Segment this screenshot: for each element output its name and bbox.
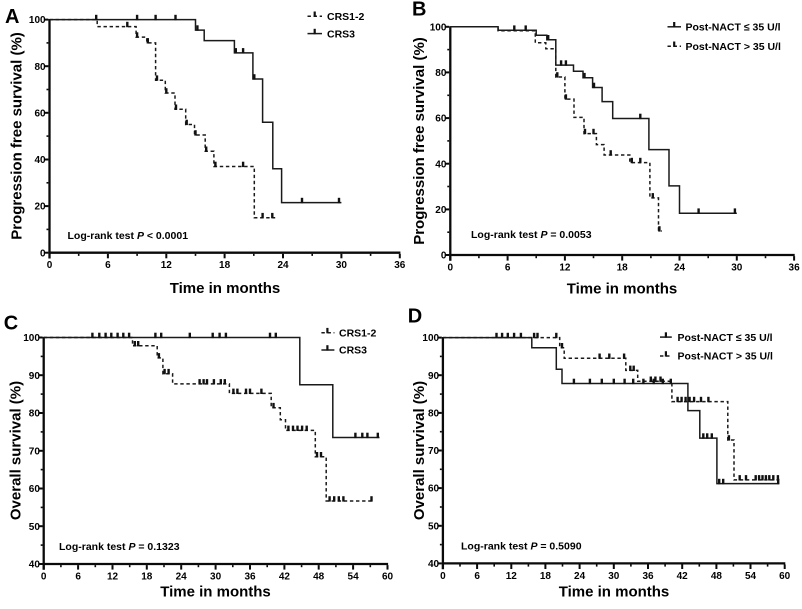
svg-text:60: 60 bbox=[29, 484, 41, 495]
svg-text:12: 12 bbox=[506, 571, 518, 582]
svg-text:50: 50 bbox=[29, 522, 41, 533]
svg-text:100: 100 bbox=[430, 22, 447, 33]
svg-text:0: 0 bbox=[41, 572, 47, 583]
svg-text:CRS1-2: CRS1-2 bbox=[327, 11, 365, 23]
svg-text:Time in months: Time in months bbox=[559, 584, 670, 601]
svg-text:70: 70 bbox=[29, 446, 41, 457]
svg-text:54: 54 bbox=[348, 572, 360, 583]
svg-text:12: 12 bbox=[107, 572, 119, 583]
svg-text:0: 0 bbox=[448, 263, 454, 274]
svg-text:100: 100 bbox=[422, 333, 439, 344]
svg-text:40: 40 bbox=[29, 560, 41, 571]
svg-text:60: 60 bbox=[428, 484, 440, 495]
svg-text:60: 60 bbox=[435, 114, 447, 125]
svg-text:CRS1-2: CRS1-2 bbox=[339, 327, 377, 339]
svg-text:12: 12 bbox=[559, 263, 571, 274]
svg-text:30: 30 bbox=[731, 263, 743, 274]
svg-text:6: 6 bbox=[474, 571, 480, 582]
svg-text:CRS3: CRS3 bbox=[327, 28, 355, 40]
svg-text:36: 36 bbox=[394, 260, 406, 271]
svg-text:70: 70 bbox=[428, 446, 440, 457]
svg-text:60: 60 bbox=[382, 572, 394, 583]
svg-text:6: 6 bbox=[505, 263, 511, 274]
svg-text:100: 100 bbox=[23, 333, 40, 344]
svg-text:Log-rank test P = 0.5090: Log-rank test P = 0.5090 bbox=[461, 541, 582, 553]
svg-text:D: D bbox=[408, 306, 422, 328]
svg-text:24: 24 bbox=[277, 260, 289, 271]
svg-text:18: 18 bbox=[540, 571, 552, 582]
svg-text:Log-rank test P = 0.1323: Log-rank test P = 0.1323 bbox=[59, 541, 180, 553]
svg-text:A: A bbox=[5, 6, 19, 28]
svg-text:80: 80 bbox=[435, 68, 447, 79]
svg-text:60: 60 bbox=[34, 108, 46, 119]
svg-text:0: 0 bbox=[441, 251, 447, 262]
svg-text:Log-rank test P = 0.0053: Log-rank test P = 0.0053 bbox=[471, 229, 592, 241]
svg-text:90: 90 bbox=[428, 371, 440, 382]
svg-text:80: 80 bbox=[34, 62, 46, 73]
svg-text:42: 42 bbox=[279, 572, 291, 583]
svg-text:CRS3: CRS3 bbox=[339, 345, 367, 357]
svg-text:30: 30 bbox=[336, 260, 348, 271]
svg-text:12: 12 bbox=[161, 260, 173, 271]
svg-text:50: 50 bbox=[428, 521, 440, 532]
svg-text:Overall survival (%): Overall survival (%) bbox=[411, 381, 428, 520]
svg-text:36: 36 bbox=[244, 572, 256, 583]
svg-text:100: 100 bbox=[29, 15, 46, 26]
svg-text:0: 0 bbox=[40, 248, 46, 259]
svg-text:C: C bbox=[4, 313, 18, 335]
svg-text:60: 60 bbox=[779, 571, 791, 582]
svg-text:18: 18 bbox=[141, 572, 153, 583]
svg-text:Post-NACT ≤ 35 U/l: Post-NACT ≤ 35 U/l bbox=[686, 22, 781, 34]
svg-text:80: 80 bbox=[428, 409, 440, 420]
svg-text:48: 48 bbox=[711, 571, 723, 582]
svg-text:40: 40 bbox=[428, 559, 440, 570]
svg-text:Time in months: Time in months bbox=[567, 281, 678, 298]
svg-text:Overall survival (%): Overall survival (%) bbox=[8, 381, 25, 520]
svg-text:42: 42 bbox=[677, 571, 689, 582]
svg-text:20: 20 bbox=[435, 205, 447, 216]
svg-text:6: 6 bbox=[75, 572, 81, 583]
svg-text:90: 90 bbox=[29, 371, 41, 382]
svg-text:24: 24 bbox=[176, 572, 188, 583]
svg-text:6: 6 bbox=[105, 260, 111, 271]
svg-text:40: 40 bbox=[34, 155, 46, 166]
svg-text:0: 0 bbox=[47, 260, 53, 271]
svg-text:Progression free survival (%): Progression free survival (%) bbox=[411, 37, 428, 245]
svg-text:20: 20 bbox=[34, 202, 46, 213]
svg-text:Time in months: Time in months bbox=[160, 584, 271, 601]
svg-text:80: 80 bbox=[29, 409, 41, 420]
svg-text:Progression free survival (%): Progression free survival (%) bbox=[8, 32, 25, 240]
svg-text:Post-NACT > 35 U/l: Post-NACT > 35 U/l bbox=[686, 41, 781, 53]
svg-text:24: 24 bbox=[674, 263, 686, 274]
svg-text:B: B bbox=[412, 0, 426, 21]
svg-text:Post-NACT > 35 U/l: Post-NACT > 35 U/l bbox=[678, 351, 773, 363]
svg-text:54: 54 bbox=[745, 571, 757, 582]
svg-text:0: 0 bbox=[440, 571, 446, 582]
svg-text:Time in months: Time in months bbox=[170, 280, 281, 297]
svg-text:48: 48 bbox=[313, 572, 325, 583]
svg-text:36: 36 bbox=[642, 571, 654, 582]
svg-text:36: 36 bbox=[789, 263, 801, 274]
svg-text:Post-NACT ≤ 35 U/l: Post-NACT ≤ 35 U/l bbox=[678, 332, 773, 344]
svg-text:30: 30 bbox=[608, 571, 620, 582]
svg-text:40: 40 bbox=[435, 159, 447, 170]
svg-text:Log-rank test P < 0.0001: Log-rank test P < 0.0001 bbox=[68, 230, 189, 242]
svg-text:24: 24 bbox=[574, 571, 586, 582]
svg-text:18: 18 bbox=[617, 263, 629, 274]
svg-text:30: 30 bbox=[210, 572, 222, 583]
svg-text:18: 18 bbox=[219, 260, 231, 271]
